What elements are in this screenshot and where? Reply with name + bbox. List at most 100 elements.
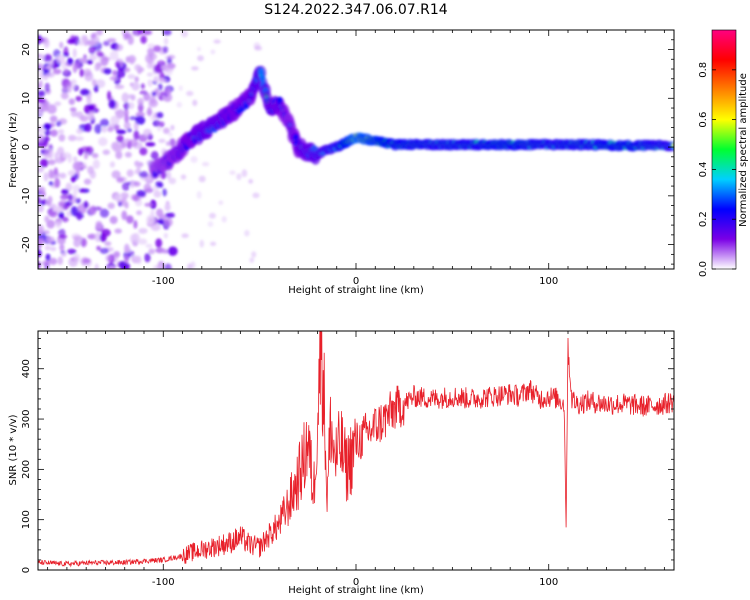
spectrogram-cell xyxy=(38,134,45,144)
spectrogram-xlabel: Height of straight line (km) xyxy=(288,285,424,296)
spectrogram-cell xyxy=(96,30,103,36)
spectrogram-cell xyxy=(52,68,62,75)
spectrogram-cell xyxy=(78,57,88,63)
spectrogram-cell xyxy=(158,83,163,91)
snr-ytick-label: 0 xyxy=(21,567,32,573)
spectrogram-cell xyxy=(38,37,45,43)
spectrogram-cell xyxy=(163,37,169,46)
spectrogram-cell xyxy=(161,78,168,83)
spectrogram-cell xyxy=(125,247,131,252)
spectrogram-cell xyxy=(191,66,199,71)
spectrogram-cell xyxy=(180,174,187,180)
spectrogram-cell xyxy=(164,70,173,76)
spectrogram-cell xyxy=(140,35,147,44)
spectrogram-cell xyxy=(91,205,96,214)
spectrogram-cell xyxy=(146,72,154,77)
spectrogram-cell xyxy=(67,80,73,88)
spectrogram-cell xyxy=(57,129,65,134)
spectrogram-cell xyxy=(119,58,124,68)
spectrogram-cell xyxy=(259,74,266,83)
spectrogram-cell xyxy=(88,104,95,110)
spectrogram-cell xyxy=(229,170,236,175)
spectrogram-cell xyxy=(153,45,162,53)
spectrogram-cell xyxy=(152,185,159,192)
spectrogram-cell xyxy=(249,257,255,263)
spectrogram-cell xyxy=(142,30,153,36)
spectrogram-cell xyxy=(151,91,157,97)
spectrogram-cell xyxy=(111,141,120,151)
spectrogram-cell xyxy=(161,89,169,96)
spectrogram-cell xyxy=(127,102,135,110)
spectrogram-cell xyxy=(144,202,154,207)
spectrogram-cell xyxy=(162,30,172,36)
spectrogram-cell xyxy=(163,232,169,239)
spectrogram-cell xyxy=(67,193,73,201)
spectrogram-cell xyxy=(70,206,79,217)
spectrogram-cell xyxy=(94,232,102,243)
spectrogram-cell xyxy=(137,30,145,35)
spectrogram-cell xyxy=(126,169,134,178)
spectrogram-cell xyxy=(196,190,202,199)
spectrogram-cell xyxy=(116,177,125,183)
spectrogram-cell xyxy=(43,136,50,143)
spectrogram-cell xyxy=(165,141,171,146)
spectrogram-cell xyxy=(115,150,123,160)
spectrogram-cell xyxy=(134,64,141,71)
spectrogram-cell xyxy=(96,245,101,251)
spectrogram-cell xyxy=(43,172,49,182)
snr-panel: -100 0 100 0 100 200 300 400 Height of straight… xyxy=(8,330,675,596)
snr-xtick-label: -100 xyxy=(152,577,175,588)
spectrogram-cell xyxy=(55,220,62,229)
spectrogram-cell xyxy=(196,46,202,52)
spectrogram-cell xyxy=(68,134,77,142)
spectrogram-cell xyxy=(133,220,138,229)
spectrogram-cell xyxy=(101,228,111,237)
spectrogram-cell xyxy=(78,188,85,193)
spectrogram-cell xyxy=(156,112,164,119)
spectrogram-cell xyxy=(114,84,125,90)
snr-ytick-label: 100 xyxy=(21,510,32,529)
spectrogram-cell xyxy=(61,251,67,257)
spectrogram-cell xyxy=(72,235,83,241)
spectrogram-cell xyxy=(48,169,54,180)
spectrogram-cell xyxy=(44,129,51,136)
spectrogram-ylabel: Frequency (Hz) xyxy=(8,112,19,188)
spectrogram-cell xyxy=(87,111,95,121)
spectrogram-cell xyxy=(57,239,66,245)
spectrogram-cell xyxy=(107,126,114,133)
snr-xtick-label: 0 xyxy=(353,577,359,588)
spectrogram-cell xyxy=(124,151,132,158)
spectrogram-cell xyxy=(208,212,216,219)
spectrogram-cell xyxy=(42,103,49,112)
spectrogram-cell xyxy=(136,189,147,197)
spectrogram-cell xyxy=(124,254,129,264)
spectrogram-cell xyxy=(70,109,78,118)
spectrogram-cell xyxy=(167,246,178,256)
snr-series-line xyxy=(38,331,674,568)
spectrogram-cell xyxy=(163,95,171,101)
spectrogram-cell xyxy=(244,229,250,237)
spectrogram-cell xyxy=(113,251,121,258)
spectrogram-cell xyxy=(127,74,136,80)
spectrogram-cell xyxy=(67,86,72,93)
colorbar-tick-label: 0.2 xyxy=(698,211,709,227)
spectrogram-cell xyxy=(79,68,84,78)
spectrogram-cell xyxy=(251,251,257,258)
spectrogram-cell xyxy=(127,55,137,64)
spectrogram-ytick-label: 0 xyxy=(21,144,32,150)
spectrogram-cell xyxy=(124,201,129,209)
spectrogram-cell xyxy=(164,217,173,227)
figure-title: S124.2022.347.06.07.R14 xyxy=(264,2,447,18)
spectrogram-cell xyxy=(123,101,130,111)
spectrogram-cell xyxy=(121,92,129,103)
spectrogram-cell xyxy=(114,228,122,234)
spectrogram-cell xyxy=(73,35,80,46)
spectrogram-cell xyxy=(147,43,155,48)
spectrogram-cell xyxy=(58,211,65,219)
spectrogram-cell xyxy=(101,126,107,133)
spectrogram-cell xyxy=(145,142,156,147)
spectrogram-cell xyxy=(45,253,51,262)
spectrogram-cell xyxy=(57,256,64,265)
spectrogram-cell xyxy=(135,115,146,125)
snr-ytick-label: 400 xyxy=(21,359,32,378)
